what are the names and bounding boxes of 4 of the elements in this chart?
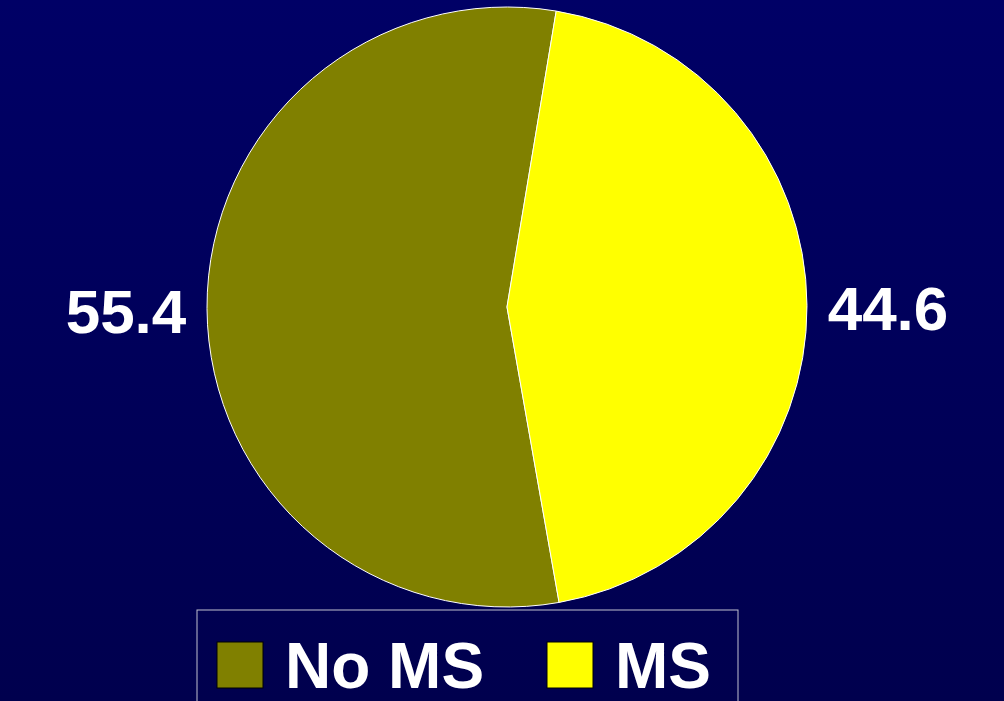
slice-label: No MS bbox=[285, 630, 485, 701]
data-label: 55.4 bbox=[65, 276, 187, 346]
legend-label: MS bbox=[615, 630, 711, 701]
data-label: 44.6 bbox=[827, 273, 949, 343]
